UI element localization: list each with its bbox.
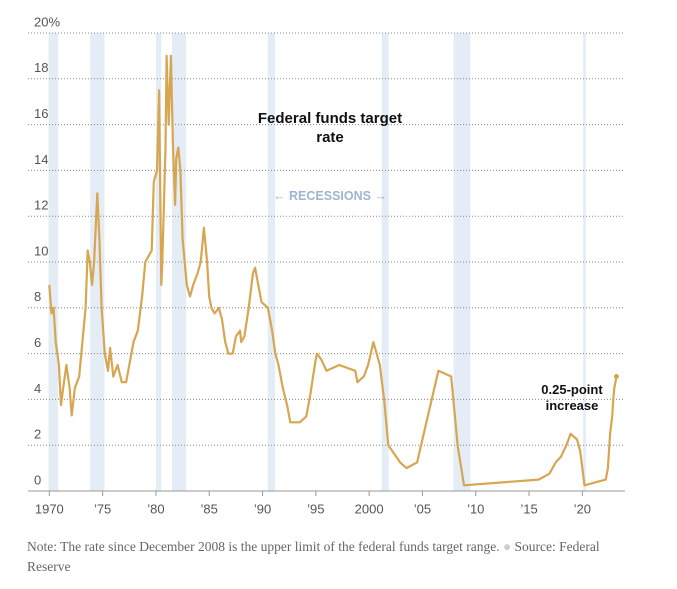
y-tick-label: 16: [34, 106, 48, 121]
recession-band: [171, 33, 187, 491]
recession-band: [155, 33, 162, 491]
y-tick-label: 14: [34, 152, 48, 167]
y-tick-label: 4: [34, 381, 41, 396]
annotation: 0.25-point increase: [541, 382, 603, 413]
y-tick-label: 2: [34, 427, 41, 442]
y-tick-label: 6: [34, 335, 41, 350]
y-tick-label: 18: [34, 60, 48, 75]
x-tick-label: 1970: [35, 501, 64, 516]
end-point: [613, 374, 619, 379]
x-tick-label: ’85: [201, 501, 218, 516]
y-tick-label: 0: [34, 472, 41, 487]
recession-band: [453, 33, 471, 491]
chart-title: Federal funds target rate: [257, 110, 403, 146]
note: Note: The rate since December 2008 is th…: [27, 537, 637, 577]
x-tick-label: ’10: [467, 501, 484, 516]
rate-line: [48, 54, 618, 487]
y-tick-label: 12: [34, 198, 48, 213]
y-tick-label: 10: [34, 243, 48, 258]
x-tick-label: 2000: [355, 501, 384, 516]
source: Source: Federal Reserve: [27, 539, 600, 574]
note-text: Note: The rate since December 2008 is th…: [27, 539, 500, 554]
x-tick-label: ’90: [254, 501, 271, 516]
recession-label: ← RECESSIONS →: [273, 189, 387, 203]
x-tick-label: ’15: [520, 501, 537, 516]
y-tick-label: 8: [34, 289, 41, 304]
x-tick-label: ’95: [307, 501, 324, 516]
recession-band: [48, 33, 59, 491]
recession-band: [583, 33, 586, 491]
x-tick-label: ’05: [414, 501, 431, 516]
y-tick-label: 20%: [34, 14, 60, 29]
x-tick-label: ’75: [94, 501, 111, 516]
x-tick-label: ’20: [574, 501, 591, 516]
separator: ●: [502, 539, 512, 554]
x-tick-label: ’80: [147, 501, 164, 516]
